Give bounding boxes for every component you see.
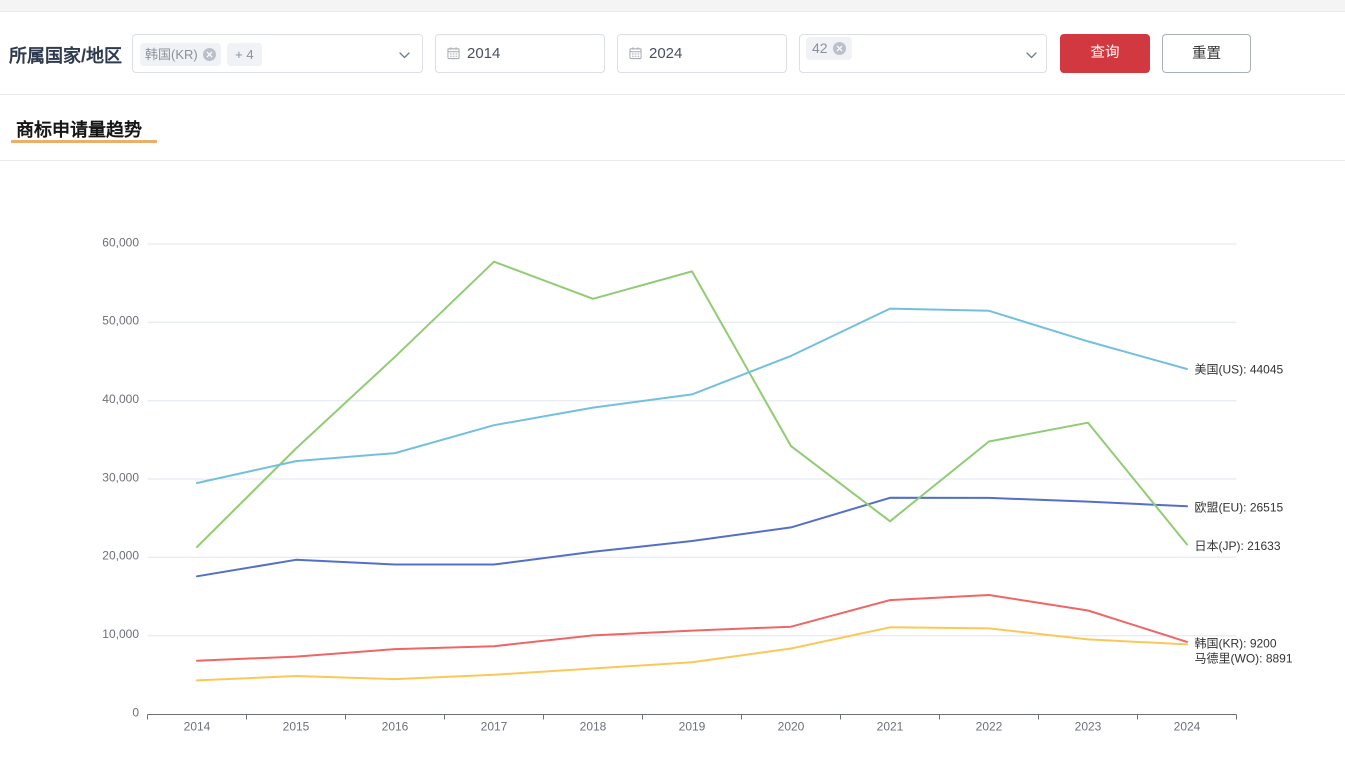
svg-text:10,000: 10,000 xyxy=(102,627,139,641)
svg-text:2016: 2016 xyxy=(382,720,409,734)
svg-text:30,000: 30,000 xyxy=(102,470,139,484)
svg-text:50,000: 50,000 xyxy=(102,314,139,328)
svg-text:日本(JP): 21633: 日本(JP): 21633 xyxy=(1195,539,1281,553)
svg-text:40,000: 40,000 xyxy=(102,392,139,406)
svg-text:美国(US): 44045: 美国(US): 44045 xyxy=(1195,363,1284,377)
svg-text:2015: 2015 xyxy=(283,720,310,734)
svg-text:2017: 2017 xyxy=(481,720,508,734)
svg-text:2022: 2022 xyxy=(976,720,1003,734)
svg-text:欧盟(EU): 26515: 欧盟(EU): 26515 xyxy=(1195,501,1284,515)
svg-text:2018: 2018 xyxy=(580,720,607,734)
svg-text:2019: 2019 xyxy=(679,720,706,734)
svg-text:2021: 2021 xyxy=(877,720,904,734)
svg-text:马德里(WO): 8891: 马德里(WO): 8891 xyxy=(1195,651,1293,666)
svg-text:20,000: 20,000 xyxy=(102,549,139,563)
svg-text:2014: 2014 xyxy=(184,720,211,734)
svg-text:2023: 2023 xyxy=(1075,720,1102,734)
svg-text:60,000: 60,000 xyxy=(102,235,139,249)
svg-text:2024: 2024 xyxy=(1174,720,1201,734)
svg-text:2020: 2020 xyxy=(778,720,805,734)
svg-text:韩国(KR): 9200: 韩国(KR): 9200 xyxy=(1195,636,1277,651)
svg-text:0: 0 xyxy=(132,705,139,719)
